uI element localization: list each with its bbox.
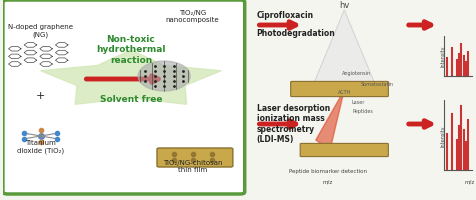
Polygon shape [40, 50, 221, 104]
Text: TiO₂/NG
nanocomposite: TiO₂/NG nanocomposite [165, 10, 219, 23]
Text: m/z: m/z [322, 180, 332, 184]
FancyBboxPatch shape [290, 81, 387, 97]
Text: Solvent free: Solvent free [99, 96, 162, 104]
Text: Angiotensin: Angiotensin [341, 72, 370, 76]
Text: Laser: Laser [351, 99, 364, 104]
Text: ACTH: ACTH [337, 90, 350, 95]
FancyBboxPatch shape [157, 148, 232, 167]
Text: Titanium
dioxide (TiO₂): Titanium dioxide (TiO₂) [17, 140, 64, 154]
Text: TiO₂/NG-chitosan
thin film: TiO₂/NG-chitosan thin film [162, 160, 222, 173]
FancyBboxPatch shape [3, 0, 244, 194]
Text: Non-toxic
hydrothermal
reaction: Non-toxic hydrothermal reaction [96, 35, 165, 65]
Text: Somatostatin: Somatostatin [360, 82, 393, 87]
FancyBboxPatch shape [299, 143, 387, 157]
Text: N-doped graphene
(NG): N-doped graphene (NG) [9, 24, 73, 38]
Polygon shape [315, 90, 344, 150]
Polygon shape [138, 61, 190, 91]
Polygon shape [310, 10, 377, 90]
Text: Peptide biomarker detection: Peptide biomarker detection [288, 169, 366, 174]
Text: Intensity: Intensity [439, 45, 445, 67]
Text: Photodegradation: Photodegradation [256, 29, 335, 38]
Text: Ciprofloxacin: Ciprofloxacin [256, 11, 313, 21]
Text: m/z: m/z [464, 180, 474, 184]
Text: Laser desorption
ionization mass
spectrometry
(LDI-MS): Laser desorption ionization mass spectro… [256, 104, 329, 144]
Text: hv: hv [338, 1, 349, 10]
Text: +: + [36, 91, 45, 101]
Text: Intensity: Intensity [439, 125, 445, 147]
Text: Peptides: Peptides [352, 110, 373, 114]
